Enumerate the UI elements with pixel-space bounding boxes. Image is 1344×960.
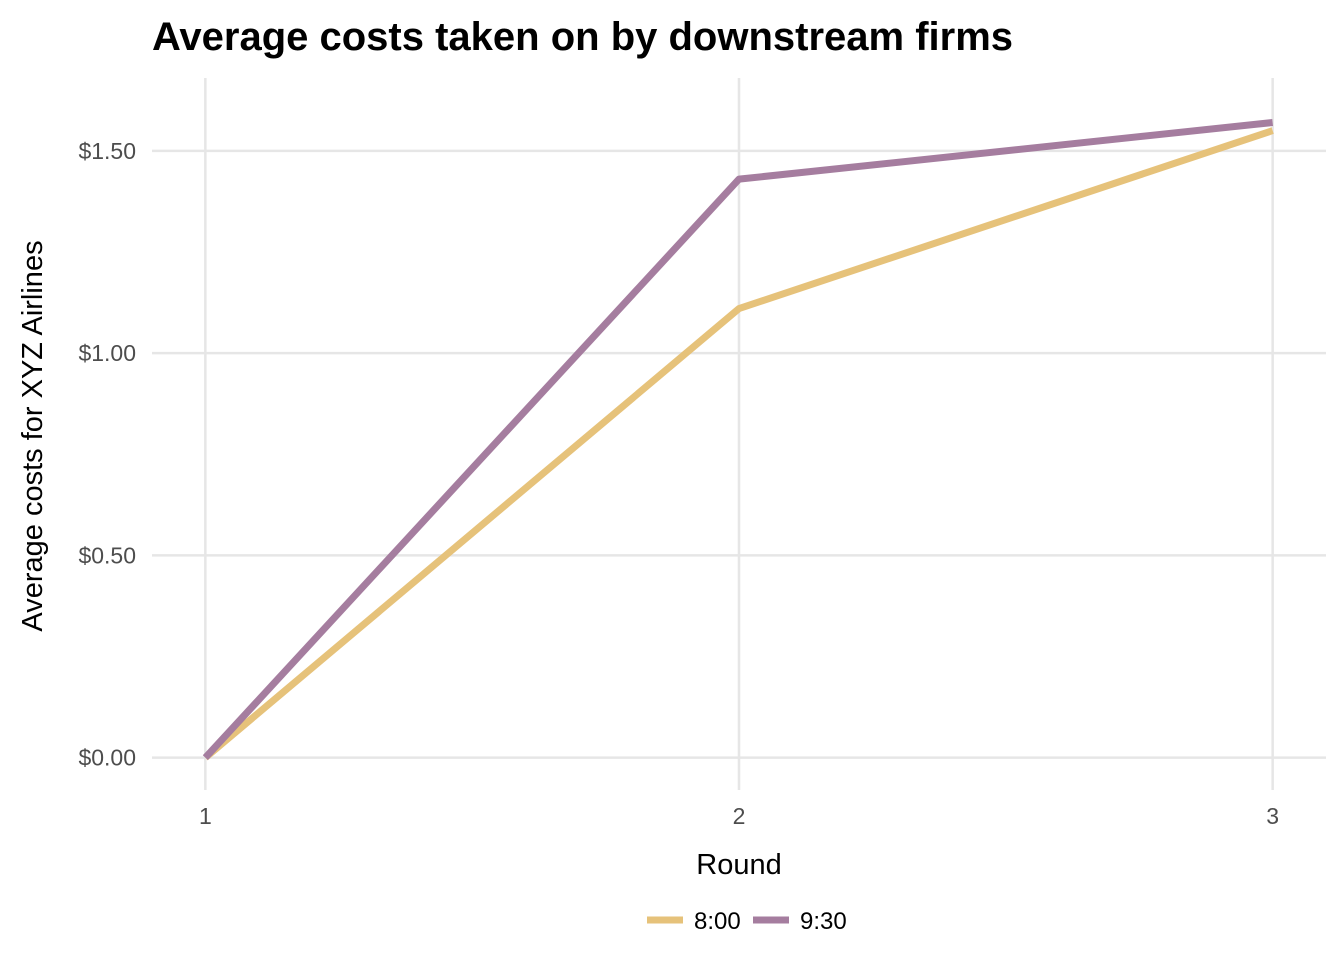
legend: 8:00 9:30	[647, 908, 847, 935]
x-tick-labels: 1 2 3	[199, 803, 1279, 829]
x-tick-label: 2	[733, 803, 746, 829]
x-gridlines	[204, 78, 1274, 790]
x-tick-label: 1	[199, 803, 212, 829]
y-tick-labels: $0.00 $0.50 $1.00 $1.50	[78, 138, 136, 771]
legend-label: 9:30	[800, 908, 847, 935]
y-tick-label: $1.00	[78, 340, 136, 366]
x-tick-label: 3	[1266, 803, 1279, 829]
y-tick-label: $1.50	[78, 138, 136, 164]
series-line-930	[202, 119, 1274, 761]
y-tick-label: $0.00	[78, 745, 136, 771]
series-lines	[202, 119, 1274, 761]
y-tick-label: $0.50	[78, 542, 136, 568]
y-axis-label: Average costs for XYZ Airlines	[17, 240, 49, 631]
legend-label: 8:00	[694, 908, 741, 935]
chart-title: Average costs taken on by downstream fir…	[152, 15, 1013, 59]
series-line-800	[203, 127, 1274, 761]
x-axis-label: Round	[696, 849, 781, 881]
y-gridlines	[152, 149, 1326, 759]
